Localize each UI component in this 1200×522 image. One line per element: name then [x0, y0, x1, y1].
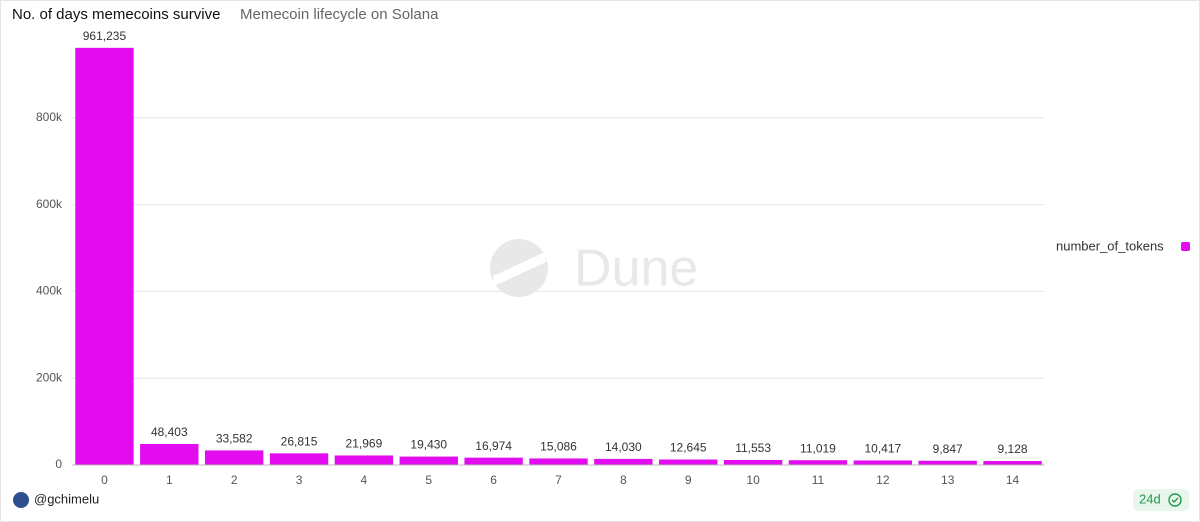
- value-label: 33,582: [216, 432, 253, 446]
- value-label: 15,086: [540, 440, 577, 454]
- bar: [723, 459, 783, 465]
- legend: number_of_tokens: [1056, 238, 1190, 253]
- bar: [204, 450, 264, 465]
- x-tick-label: 11: [812, 473, 825, 487]
- bar: [140, 443, 199, 465]
- chart-subtitle: Memecoin lifecycle on Solana: [240, 6, 439, 23]
- value-label: 21,969: [346, 437, 383, 451]
- y-tick-label: 800k: [36, 110, 63, 124]
- value-label: 9,128: [998, 442, 1028, 456]
- x-tick-label: 0: [101, 473, 108, 487]
- x-tick-label: 1: [166, 473, 173, 487]
- author: @gchimelu: [34, 491, 99, 506]
- legend-label: number_of_tokens: [1056, 238, 1164, 253]
- x-tick-label: 4: [361, 473, 368, 487]
- age: 24d: [1139, 491, 1161, 506]
- check-icon: [1168, 493, 1182, 507]
- bar: [269, 453, 329, 465]
- x-tick-label: 9: [685, 473, 692, 487]
- bar: [399, 456, 458, 465]
- x-tick-label: 6: [490, 473, 497, 487]
- value-label: 16,974: [475, 439, 512, 453]
- value-label: 14,030: [605, 440, 642, 454]
- watermark: Dune: [490, 239, 698, 298]
- x-tick-label: 12: [876, 473, 890, 487]
- check-mark: [1171, 497, 1179, 503]
- x-tick-label: 3: [296, 473, 303, 487]
- bar: [788, 460, 848, 465]
- bar: [983, 461, 1042, 465]
- value-label: 10,417: [864, 442, 901, 456]
- value-label: 12,645: [670, 441, 707, 455]
- y-tick-label: 0: [55, 457, 62, 471]
- value-label: 26,815: [281, 435, 318, 449]
- x-tick-label: 5: [425, 473, 432, 487]
- x-tick-label: 2: [231, 473, 238, 487]
- x-tick-label: 14: [1006, 473, 1020, 487]
- y-tick-label: 400k: [36, 284, 63, 298]
- x-tick-label: 13: [941, 473, 955, 487]
- x-tick-label: 8: [620, 473, 627, 487]
- x-tick-label: 10: [746, 473, 760, 487]
- value-label: 11,553: [735, 441, 771, 455]
- value-label: 11,019: [800, 441, 836, 455]
- avatar: [13, 492, 29, 508]
- bar: [659, 459, 718, 465]
- bar: [334, 455, 394, 465]
- y-tick-label: 200k: [36, 370, 63, 384]
- watermark-text: Dune: [574, 240, 698, 298]
- value-label: 19,430: [410, 438, 447, 452]
- chart-title: No. of days memecoins survive: [12, 6, 220, 23]
- value-label: 961,235: [83, 29, 127, 43]
- bar: [594, 458, 653, 465]
- value-label: 9,847: [933, 442, 963, 456]
- bar: [464, 457, 523, 465]
- bar: [918, 460, 977, 465]
- y-tick-label: 600k: [36, 197, 63, 211]
- value-label: 48,403: [151, 425, 188, 439]
- bar: [75, 47, 134, 466]
- bar: [853, 460, 913, 465]
- legend-swatch: [1181, 242, 1190, 251]
- bar: [529, 458, 588, 465]
- x-tick-label: 7: [555, 473, 562, 487]
